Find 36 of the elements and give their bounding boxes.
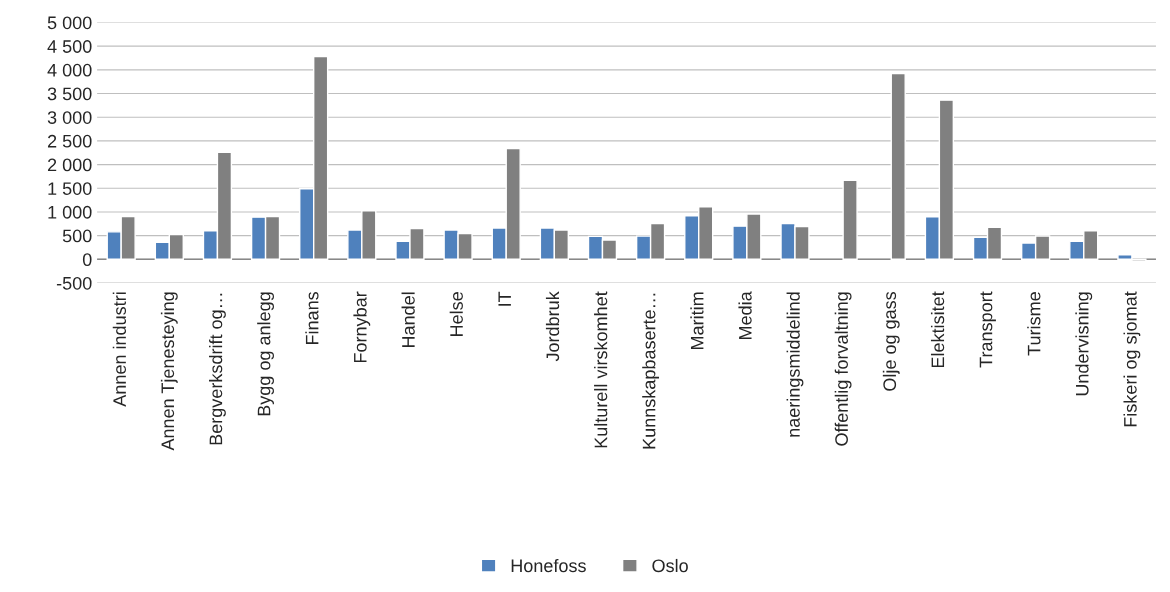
legend-label: Oslo	[652, 558, 688, 573]
x-tick-label: Fiskeri og sjomat	[1123, 291, 1141, 427]
y-tick-label: 3 500	[47, 87, 92, 101]
x-tick-label: Undervisning	[1075, 292, 1093, 396]
x-tick-label: Jordbruk	[545, 291, 560, 362]
x-tick-label: Handel	[401, 292, 415, 348]
x-tick-label: IT	[498, 291, 511, 306]
x-tick-label: Kulturell virskomhet	[594, 291, 608, 448]
y-tick-label: -500	[56, 276, 92, 290]
y-tick-label: 4 500	[47, 40, 92, 53]
x-tick-label: Finans	[305, 291, 319, 345]
x-tick-label: Helse	[449, 292, 463, 336]
x-tick-label: Annen industri	[112, 292, 127, 407]
x-tick-label: Annen Tjenesteying	[160, 292, 178, 451]
y-tick-label: 0	[82, 253, 92, 267]
x-tick-label: Olje og gass	[882, 291, 900, 391]
x-tick-label: Kunnskapbaserte…	[642, 293, 660, 449]
x-tick-label: Bygg og anlegg	[257, 292, 274, 416]
y-tick-label: 2 000	[47, 158, 92, 172]
y-tick-label: 2 500	[47, 134, 92, 148]
x-tick-label: naeringsmiddelind	[786, 292, 804, 437]
x-tick-label: Offentlig forvaltning	[834, 292, 852, 446]
x-tick-label: Fornybar	[353, 291, 371, 363]
x-tick-label: Transport	[979, 291, 996, 368]
y-tick-label: 1 500	[48, 182, 92, 195]
x-tick-label: Turisme	[1027, 292, 1041, 356]
y-tick-label: 5 000	[47, 16, 92, 30]
y-tick-label: 1 000	[48, 205, 92, 219]
y-tick-label: 500	[62, 229, 92, 243]
legend-label: Honefoss	[511, 558, 586, 573]
y-tick-label: 4 000	[47, 63, 92, 77]
x-tick-label: Maritim	[690, 292, 704, 349]
x-tick-label: Elektisitet	[930, 291, 945, 368]
x-tick-label: Bergverksdrift og…	[209, 293, 226, 445]
y-tick-label: 3 000	[47, 111, 92, 124]
x-tick-label: Media	[738, 291, 752, 339]
